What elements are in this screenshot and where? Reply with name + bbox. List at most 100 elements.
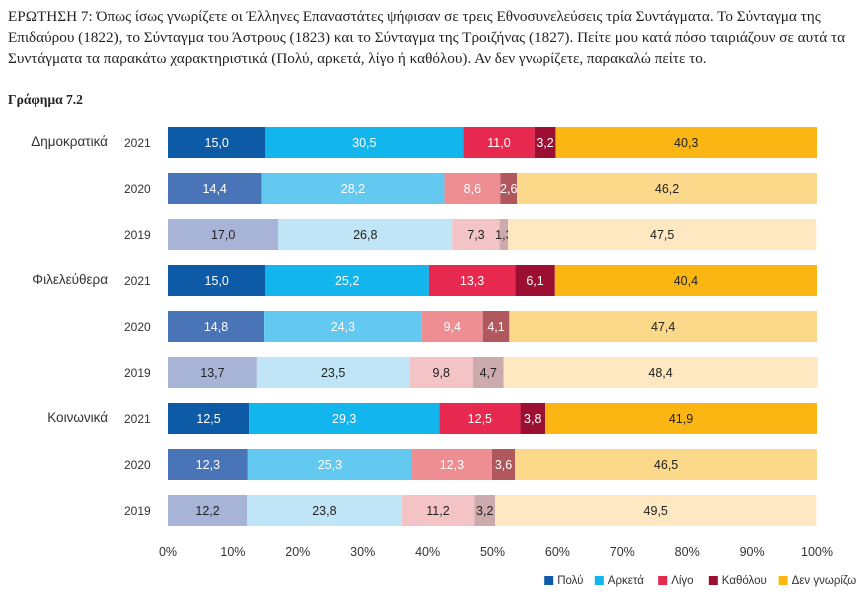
bar-segment [452,219,500,250]
chart-title: Γράφημα 7.2 [8,92,83,107]
bar-segment [264,311,422,342]
bar-segment [256,357,410,388]
data-label: 12,5 [468,412,492,426]
data-label: 23,5 [321,366,345,380]
data-label: 8,6 [464,182,481,196]
year-label: 2019 [124,366,151,380]
data-label: 12,5 [196,412,220,426]
data-label: 48,4 [648,366,672,380]
data-label: 11,0 [487,136,510,150]
bar-segment [428,265,516,296]
year-label: 2019 [124,504,151,518]
bar-segment [473,357,504,388]
legend-label: Πολύ [557,575,583,587]
bar-segment [265,127,464,158]
data-label: 2,6 [500,182,517,196]
legend-label: Καθόλου [722,575,767,587]
data-label: 4,7 [480,366,497,380]
bar-segment [168,127,266,158]
data-label: 47,4 [651,320,675,334]
data-label: 46,5 [654,458,678,472]
x-tick-label: 30% [350,545,375,559]
bar-segment [401,495,475,526]
data-label: 41,9 [669,412,693,426]
bar-segment [534,127,556,158]
year-label: 2020 [124,182,151,196]
data-label: 23,8 [312,504,336,518]
bar-segment [491,449,516,480]
bar-segment [168,357,257,388]
bar-segment [515,449,817,480]
bar-segment [168,403,250,434]
bar-segment [554,265,817,296]
bar-segment [509,311,817,342]
x-tick-label: 50% [480,545,505,559]
data-label: 17,0 [211,228,235,242]
data-label: 29,3 [332,412,356,426]
x-tick-label: 80% [675,545,700,559]
bar-segment [439,403,521,434]
data-label: 26,8 [353,228,377,242]
data-label: 12,3 [440,458,464,472]
data-label: 13,7 [200,366,224,380]
legend-swatch [544,576,554,585]
bar-segment [409,357,474,388]
year-label: 2019 [124,228,151,242]
legend-swatch [658,576,668,585]
year-label: 2021 [124,274,151,288]
bar-segment [247,449,413,480]
x-tick-label: 90% [740,545,765,559]
bar-segment [517,173,817,204]
legend-label: Αρκετά [608,575,644,587]
question-text: ΕΡΩΤΗΣΗ 7: Όπως ίσως γνωρίζετε οι Έλληνε… [8,8,846,67]
data-label: 3,2 [476,504,493,518]
bar-segment [168,449,248,480]
data-label: 12,2 [195,504,219,518]
x-tick-label: 100% [801,545,833,559]
bar-segment [463,127,535,158]
year-label: 2020 [124,458,151,472]
legend-label: Λίγο [671,575,693,587]
data-label: 40,4 [674,274,698,288]
data-label: 47,5 [650,228,674,242]
legend-swatch [778,576,788,585]
data-label: 7,3 [467,228,484,242]
data-label: 40,3 [674,136,698,150]
data-label: 12,3 [196,458,220,472]
bar-segment [545,403,817,434]
data-label: 28,2 [341,182,365,196]
bar-segment [168,173,262,204]
legend-label: Δεν γνωρίζω [792,575,857,587]
data-label: 49,5 [644,504,668,518]
data-label: 15,0 [205,274,229,288]
data-label: 3,2 [536,136,553,150]
group-label: Κοινωνικά [47,410,108,425]
legend-swatch [594,576,604,585]
data-label: 46,2 [655,182,679,196]
year-label: 2021 [124,412,151,426]
bar-segment [495,495,817,526]
data-label: 3,6 [495,458,512,472]
x-tick-label: 40% [415,545,440,559]
data-label: 24,3 [331,320,355,334]
data-label: 15,0 [205,136,229,150]
bar-segment [412,449,492,480]
bar-segment [261,173,445,204]
data-label: 13,3 [460,274,484,288]
bar-segment [555,127,817,158]
bar-segment [421,311,483,342]
bar-segment [508,219,817,250]
data-label: 25,3 [318,458,342,472]
bar-segment [500,173,518,204]
bar-segment [444,173,501,204]
x-tick-label: 10% [220,545,245,559]
group-label: Φιλελεύθερα [32,272,108,287]
legend-swatch [708,576,718,585]
year-label: 2020 [124,320,151,334]
data-label: 9,8 [433,366,450,380]
bar-segment [499,219,509,250]
bar-segment [482,311,510,342]
x-tick-label: 70% [610,545,635,559]
bar-segment [168,311,265,342]
